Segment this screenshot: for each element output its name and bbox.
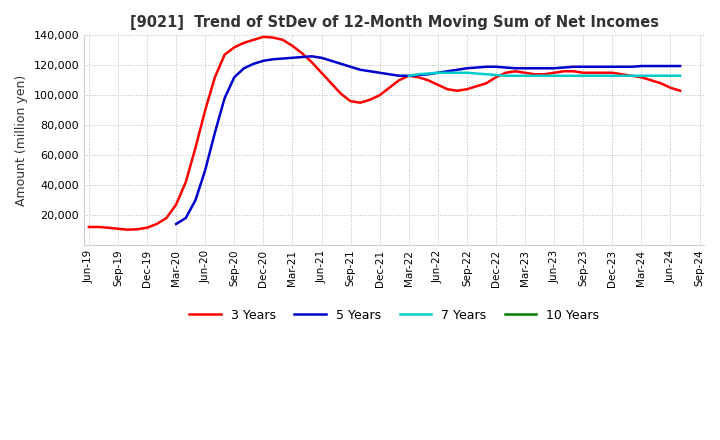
Line: 5 Years: 5 Years: [176, 56, 680, 224]
5 Years: [501, 65, 510, 70]
7 Years: [444, 70, 452, 75]
7 Years: [453, 70, 462, 75]
3 Years: [395, 77, 403, 83]
7 Years: [637, 73, 646, 78]
7 Years: [540, 73, 549, 78]
7 Years: [482, 72, 490, 77]
7 Years: [433, 70, 442, 75]
7 Years: [424, 71, 433, 76]
7 Years: [531, 73, 539, 78]
5 Years: [627, 64, 636, 70]
7 Years: [462, 70, 471, 75]
7 Years: [676, 73, 685, 78]
5 Years: [318, 55, 326, 60]
7 Years: [647, 73, 655, 78]
7 Years: [588, 73, 597, 78]
7 Years: [492, 72, 500, 77]
7 Years: [608, 73, 616, 78]
Line: 7 Years: 7 Years: [409, 73, 680, 76]
7 Years: [579, 73, 588, 78]
3 Years: [123, 227, 132, 232]
Title: [9021]  Trend of StDev of 12-Month Moving Sum of Net Incomes: [9021] Trend of StDev of 12-Month Moving…: [130, 15, 659, 30]
3 Years: [210, 75, 219, 80]
Y-axis label: Amount (million yen): Amount (million yen): [15, 74, 28, 206]
3 Years: [259, 34, 268, 40]
3 Years: [618, 72, 626, 77]
7 Years: [472, 71, 481, 76]
7 Years: [627, 73, 636, 78]
7 Years: [405, 73, 413, 78]
Legend: 3 Years, 5 Years, 7 Years, 10 Years: 3 Years, 5 Years, 7 Years, 10 Years: [184, 304, 604, 327]
5 Years: [472, 65, 481, 70]
5 Years: [172, 221, 181, 227]
3 Years: [143, 225, 151, 231]
7 Years: [618, 73, 626, 78]
5 Years: [482, 64, 490, 70]
3 Years: [84, 224, 93, 230]
7 Years: [511, 73, 520, 78]
7 Years: [570, 73, 578, 78]
7 Years: [414, 72, 423, 77]
7 Years: [559, 73, 568, 78]
7 Years: [666, 73, 675, 78]
3 Years: [249, 37, 258, 43]
7 Years: [501, 73, 510, 78]
7 Years: [657, 73, 665, 78]
3 Years: [676, 88, 685, 93]
3 Years: [462, 87, 471, 92]
Line: 3 Years: 3 Years: [89, 37, 680, 230]
7 Years: [521, 73, 529, 78]
7 Years: [550, 73, 559, 78]
7 Years: [598, 73, 607, 78]
5 Years: [307, 54, 316, 59]
5 Years: [676, 63, 685, 69]
5 Years: [570, 64, 578, 70]
